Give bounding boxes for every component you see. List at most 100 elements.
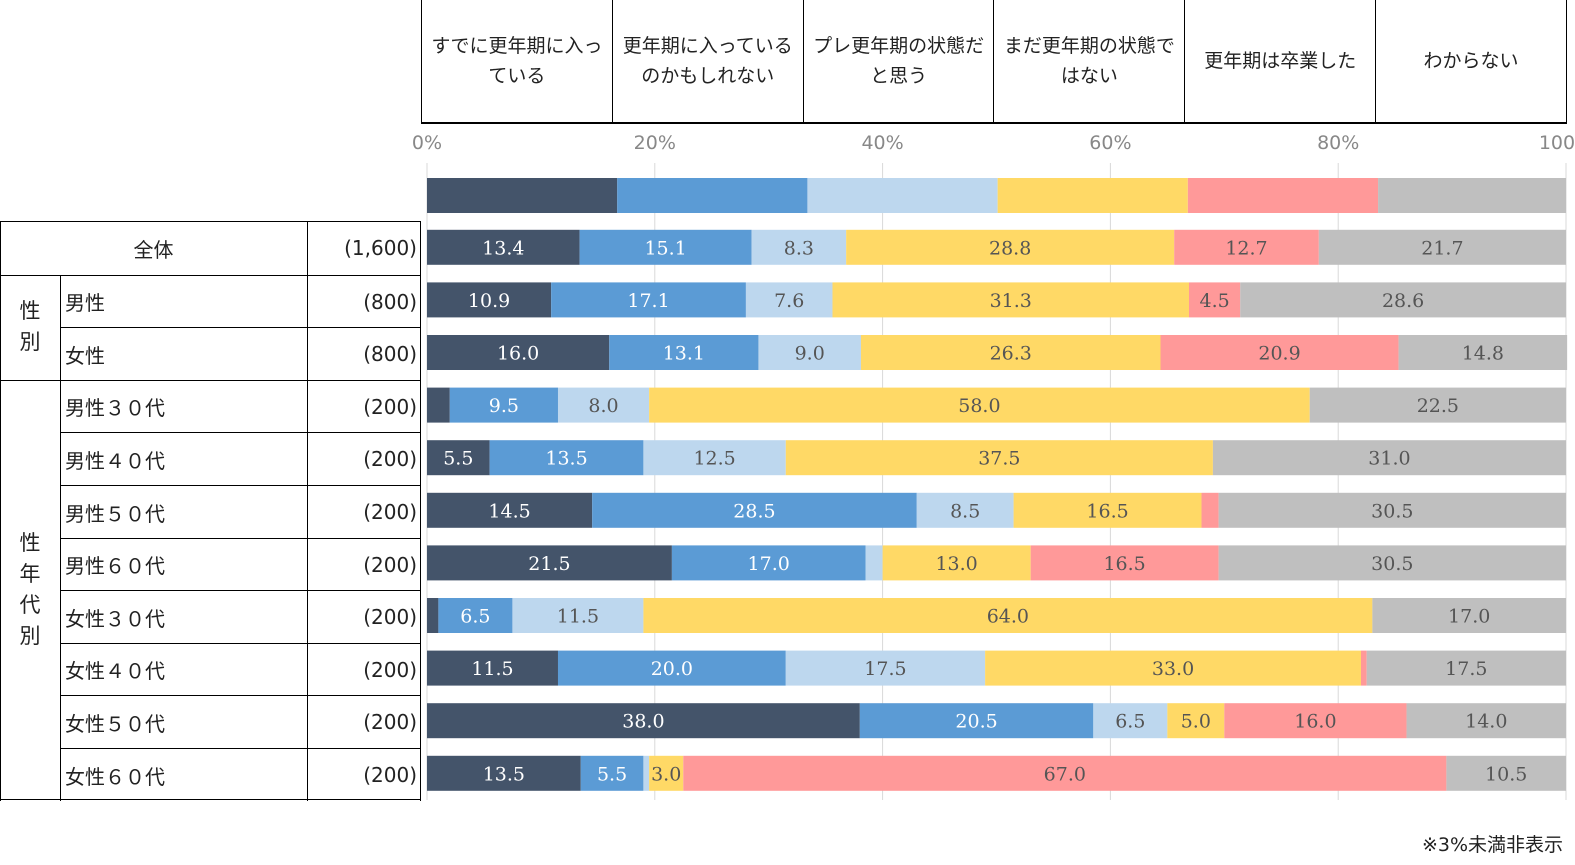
data-label: 10.5 [1485,763,1527,785]
data-label: 30.5 [1371,500,1413,522]
legend-label: わからない [1423,50,1519,72]
bar-segment [1160,335,1399,370]
bar-segment [1224,703,1407,739]
bar-segment [1013,492,1202,528]
bar-segment [785,440,1213,476]
row-label: 女性 [65,343,105,368]
bar-segment [1093,703,1168,739]
data-label: 15.1 [644,237,686,259]
data-label: 13.0 [935,553,977,575]
bar-segment [985,650,1361,686]
data-label: 16.5 [1103,553,1145,575]
data-label: 11.5 [471,658,513,680]
data-label: 16.0 [497,343,539,365]
bar-segment [438,598,513,633]
bar-segment [1030,545,1219,581]
table-row: 女性４０代 (200) [60,642,421,695]
bar-segment [649,387,1310,423]
bar-segment [427,335,610,370]
row-label-table: 全体 (1,600) 男性 (800) 女性 (800) 男性３０代 (200) 男性４０代 (2… [0,221,421,801]
data-label: 13.5 [483,763,525,785]
row-label: 男性４０代 [65,448,165,473]
sample-size: (200) [363,394,417,419]
bar-segment [745,282,833,318]
data-label: 9.5 [489,395,519,417]
bar-segment [1218,492,1566,528]
x-tick-label: 80% [1317,132,1359,154]
data-label: 4.5 [1200,290,1230,312]
bar-segment [1188,282,1241,318]
data-label: 11.5 [557,606,599,628]
table-row: 女性３０代 (200) [60,590,421,642]
data-label: 10.9 [468,290,510,312]
legend-label: まだ更年期の状態で はない [1003,35,1175,87]
x-tick-label: 60% [1089,132,1131,154]
table-row: 全体 (1,600) [0,222,421,274]
data-label: 5.5 [597,763,627,785]
bar-segment [580,755,644,791]
row-label: 女性５０代 [65,711,165,736]
table-divider [60,274,61,801]
legend-label: プレ更年期の状態だ と思う [813,35,985,87]
data-label: 58.0 [958,395,1000,417]
table-row: 女性６０代 (200) [60,748,421,800]
sample-size: (200) [363,605,417,630]
data-label: 5.0 [1181,711,1211,733]
x-tick-label: 0% [412,132,442,154]
data-label: 28.6 [1382,290,1424,312]
data-label: 20.9 [1258,343,1300,365]
table-divider [0,222,1,801]
bar-segment [1218,545,1566,581]
bar-segment [785,650,986,686]
table-row: 男性５０代 (200) [60,485,421,537]
bar-segment [449,387,558,423]
bar-segment [859,703,1094,739]
sample-size: (200) [363,710,417,735]
data-label: 8.3 [784,237,814,259]
footnote: ※3%未満非表示 [1421,834,1563,856]
legend-swatch-2 [617,178,808,213]
data-label: 5.5 [443,448,473,470]
bar-segment [671,545,866,581]
bar-segment [427,598,439,633]
data-label: 12.7 [1225,237,1267,259]
group-divider [0,379,421,381]
row-label: 女性４０代 [65,659,165,684]
bar-segment [427,703,860,739]
bar-segment [579,229,752,265]
bar-segment [427,440,490,476]
data-label: 14.0 [1465,711,1507,733]
data-label: 31.0 [1368,448,1410,470]
sample-size: (200) [363,447,417,472]
data-label: 16.0 [1294,711,1336,733]
table-divider [420,222,421,801]
data-label: 28.5 [733,500,775,522]
table-row: 男性４０代 (200) [60,432,421,484]
bar-segment [758,335,861,370]
data-label: 21.5 [528,553,570,575]
bar-segment [427,650,558,686]
sample-size: (800) [363,289,417,314]
data-label: 13.4 [482,237,524,259]
bar-segment [1167,703,1225,739]
data-label: 31.3 [990,290,1032,312]
bar-segment [427,492,593,528]
legend-swatch-6 [1378,178,1566,213]
bar-segment [1446,755,1566,791]
legend-swatch-3 [807,178,998,213]
data-label: 38.0 [622,711,664,733]
group-divider [0,274,421,276]
sample-size: (1,600) [344,236,417,260]
data-label: 17.5 [1445,658,1487,680]
row-label: 男性５０代 [65,501,165,526]
legend-item-6: わからない [1375,0,1566,122]
legend-swatch-1 [427,178,618,213]
row-label: 女性６０代 [65,764,165,789]
bar-segment [846,229,1175,265]
legend-item-2: 更年期に入っている のかもしれない [611,0,803,122]
bar-segment [751,229,847,265]
data-label: 8.0 [588,395,618,417]
legend-item-1: すでに更年期に入っ ている [422,0,612,122]
legend-label: 更年期に入っている のかもしれない [622,35,793,87]
